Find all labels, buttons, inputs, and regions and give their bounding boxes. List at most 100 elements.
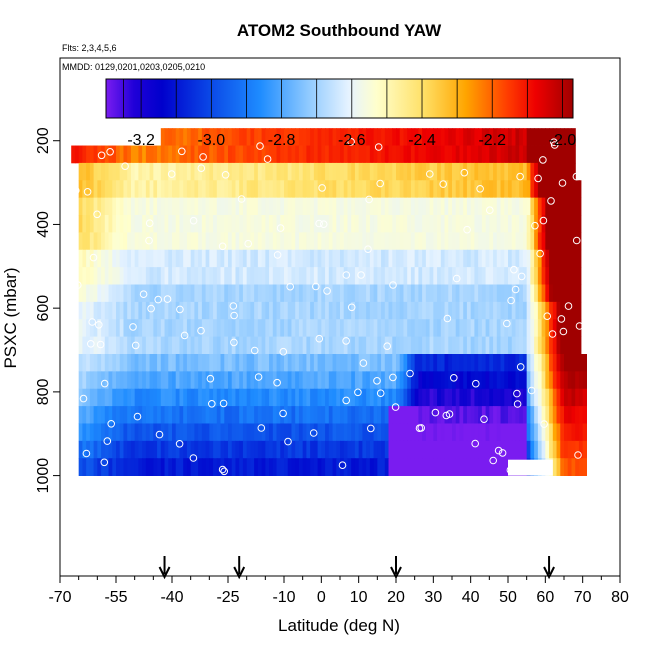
heatmap-cell xyxy=(433,162,438,181)
heatmap-cell xyxy=(500,128,505,146)
observation-marker xyxy=(517,272,526,281)
heatmap-cell xyxy=(220,440,225,459)
heatmap-cell xyxy=(205,232,210,251)
heatmap-cell xyxy=(508,319,513,338)
heatmap-cell xyxy=(317,267,322,285)
heatmap-cell xyxy=(373,301,378,320)
heatmap-cell xyxy=(347,249,352,268)
heatmap-cell xyxy=(145,388,151,407)
heatmap-cell xyxy=(179,319,184,338)
heatmap-cell xyxy=(500,180,505,199)
heatmap-cell xyxy=(216,215,222,233)
heatmap-cell xyxy=(302,180,307,199)
heatmap-cell xyxy=(396,197,401,216)
heatmap-cell xyxy=(272,388,278,407)
heatmap-cell xyxy=(168,284,173,303)
heatmap-cell xyxy=(235,215,240,233)
heatmap-cell xyxy=(224,145,229,164)
heatmap-cell xyxy=(235,440,240,459)
heatmap-cell xyxy=(127,388,132,407)
heatmap-cell xyxy=(97,249,102,268)
heatmap-cell xyxy=(280,371,285,390)
heatmap-cell xyxy=(481,354,487,372)
heatmap-cell xyxy=(201,232,207,251)
heatmap-cell xyxy=(93,354,98,372)
heatmap-cell xyxy=(313,180,319,199)
heatmap-cell xyxy=(366,215,371,233)
heatmap-cell xyxy=(567,180,573,199)
heatmap-cell xyxy=(463,128,468,146)
heatmap-cell xyxy=(119,440,125,459)
heatmap-cell xyxy=(231,215,237,233)
heatmap-cell xyxy=(287,388,293,407)
heatmap-cell xyxy=(340,197,345,216)
heatmap-cell xyxy=(440,440,446,459)
heatmap-cell xyxy=(347,162,352,181)
heatmap-cell xyxy=(511,249,517,268)
heatmap-cell xyxy=(298,215,304,233)
heatmap-cell xyxy=(496,319,502,338)
heatmap-cell xyxy=(481,180,487,199)
heatmap-cell xyxy=(112,423,117,442)
heatmap-cell xyxy=(119,354,125,372)
heatmap-cell xyxy=(119,197,125,216)
heatmap-cell xyxy=(209,249,214,268)
heatmap-cell xyxy=(388,215,393,233)
heatmap-cell xyxy=(130,145,136,164)
heatmap-cell xyxy=(209,458,214,476)
heatmap-cell xyxy=(97,301,102,320)
heatmap-cell xyxy=(235,423,240,442)
heatmap-cell xyxy=(280,440,285,459)
heatmap-cell xyxy=(328,423,334,442)
heatmap-cell xyxy=(511,301,517,320)
observation-marker xyxy=(480,415,488,424)
heatmap-cell xyxy=(429,423,434,442)
heatmap-cell xyxy=(194,388,199,407)
heatmap-cell xyxy=(440,284,446,303)
heatmap-cell xyxy=(530,423,535,442)
heatmap-cell xyxy=(493,336,498,355)
heatmap-cell xyxy=(455,232,461,251)
heatmap-cell xyxy=(157,458,162,476)
heatmap-cell xyxy=(127,336,132,355)
heatmap-cell xyxy=(119,180,125,199)
heatmap-cell xyxy=(519,267,524,285)
heatmap-cell xyxy=(310,128,315,146)
heatmap-cell xyxy=(257,319,263,338)
heatmap-cell xyxy=(175,284,181,303)
heatmap-cell xyxy=(496,440,502,459)
colorbar-tick-label: -2.0 xyxy=(549,132,577,149)
heatmap-cell xyxy=(410,458,416,476)
heatmap-cell xyxy=(377,249,382,268)
heatmap-cell xyxy=(534,371,539,390)
heatmap-cell xyxy=(351,180,356,199)
heatmap-cell xyxy=(321,180,326,199)
heatmap-cell xyxy=(381,249,386,268)
heatmap-cell xyxy=(310,423,315,442)
heatmap-cell xyxy=(142,354,147,372)
heatmap-cell xyxy=(86,249,91,268)
heatmap-cell xyxy=(433,128,438,146)
heatmap-cell xyxy=(112,440,117,459)
heatmap-cell xyxy=(336,423,341,442)
heatmap-cell xyxy=(254,336,259,355)
heatmap-cell xyxy=(317,388,322,407)
heatmap-cell xyxy=(340,215,345,233)
heatmap-cell xyxy=(127,180,132,199)
heatmap-cell xyxy=(332,458,337,476)
heatmap-cell xyxy=(242,388,248,407)
heatmap-cell xyxy=(123,197,128,216)
heatmap-cell xyxy=(186,232,192,251)
heatmap-cell xyxy=(347,440,352,459)
heatmap-cell xyxy=(321,336,326,355)
heatmap-cell xyxy=(82,423,87,442)
observation-marker xyxy=(489,456,498,465)
heatmap-cell xyxy=(466,249,472,268)
heatmap-cell xyxy=(313,267,319,285)
heatmap-cell xyxy=(89,336,95,355)
heatmap-cell xyxy=(351,406,356,424)
heatmap-cell xyxy=(306,267,311,285)
heatmap-cell xyxy=(239,128,244,146)
heatmap-cell xyxy=(511,354,517,372)
heatmap-cell xyxy=(369,162,375,181)
